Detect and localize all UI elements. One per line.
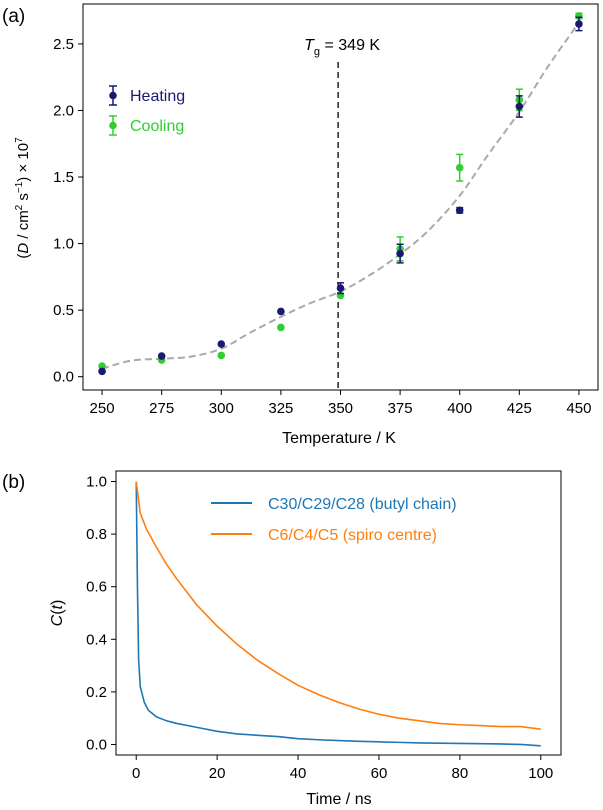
x-tick-label: 375 <box>388 400 413 417</box>
panel-a-x-axis-label: Temperature / K <box>282 430 396 447</box>
x-tick-label: 275 <box>149 400 174 417</box>
x-tick-label: 450 <box>566 400 591 417</box>
x-tick-label: 400 <box>447 400 472 417</box>
heating-point <box>515 102 524 111</box>
heating-point <box>157 352 166 360</box>
panel-a: (a) 0.0 0.5 1.0 1.5 2.0 2.5 250 275 300 325 350 37… <box>2 3 599 447</box>
y-tick-label: 2.5 <box>53 36 74 53</box>
panel-b-legend: C30/C29/C28 (butyl chain) C6/C4/C5 (spir… <box>211 496 457 544</box>
x-tick-label: 350 <box>328 400 353 417</box>
panel-b-label: (b) <box>2 472 25 493</box>
y-tick-label: 0.6 <box>86 579 107 596</box>
legend-heating-label: Heating <box>130 88 185 105</box>
legend-heating-marker <box>109 91 117 100</box>
heating-point <box>455 206 464 215</box>
heating-point <box>98 367 106 376</box>
heating-point <box>396 249 404 258</box>
panel-a-x-axis: 250 275 300 325 350 375 400 425 450 <box>90 390 591 417</box>
x-tick-label: 80 <box>452 765 469 782</box>
heating-point <box>217 340 226 348</box>
x-tick-label: 325 <box>268 400 293 417</box>
y-tick-label: 2.0 <box>53 102 74 119</box>
cooling-point <box>455 163 464 172</box>
x-tick-label: 425 <box>507 400 532 417</box>
y-tick-label: 0.2 <box>86 684 107 701</box>
y-tick-label: 0.8 <box>86 526 107 543</box>
x-tick-label: 250 <box>90 400 115 417</box>
spiro-centre-line <box>135 481 541 731</box>
butyl-chain-line <box>135 481 541 747</box>
y-tick-label: 0.0 <box>86 736 107 753</box>
x-tick-label: 0 <box>132 765 140 782</box>
legend-spiro-label: C6/C4/C5 (spiro centre) <box>268 527 437 544</box>
y-tick-label: 0.0 <box>53 369 74 386</box>
cooling-point <box>277 323 285 332</box>
x-tick-label: 300 <box>209 400 234 417</box>
x-tick-label: 60 <box>371 765 388 782</box>
y-tick-label: 1.0 <box>53 236 74 253</box>
x-tick-label: 40 <box>290 765 307 782</box>
panel-b-y-axis: 0.0 0.2 0.4 0.6 0.8 1.0 <box>86 474 116 753</box>
legend-cooling-label: Cooling <box>130 118 184 135</box>
x-tick-label: 20 <box>209 765 226 782</box>
panel-b: (b) 0.0 0.2 0.4 0.6 0.8 1.0 0 20 40 60 80 100 C30/… <box>2 470 562 808</box>
panel-a-y-axis-label: (D / cm2 s−1) × 107 <box>14 137 32 259</box>
y-tick-label: 1.5 <box>53 169 74 186</box>
y-tick-label: 1.0 <box>86 474 107 491</box>
fit-curve <box>101 22 580 370</box>
panel-a-plot-frame <box>82 3 599 391</box>
panel-b-y-axis-label: C(t) <box>49 600 66 627</box>
legend-butyl-label: C30/C29/C28 (butyl chain) <box>268 496 457 513</box>
cooling-point <box>217 351 226 360</box>
panel-b-x-axis: 0 20 40 60 80 100 <box>132 755 553 782</box>
heating-point <box>575 20 583 28</box>
panel-b-x-axis-label: Time / ns <box>306 791 371 808</box>
panel-a-legend: Heating Cooling <box>109 85 185 136</box>
tg-annotation-label: Tg = 349 K <box>304 37 380 58</box>
legend-cooling-marker <box>109 121 117 130</box>
y-tick-label: 0.5 <box>53 302 74 319</box>
heating-point <box>277 307 285 316</box>
panel-b-plot-frame <box>115 470 562 756</box>
x-tick-label: 100 <box>528 765 553 782</box>
y-tick-label: 0.4 <box>86 631 107 648</box>
panel-a-label: (a) <box>2 6 25 27</box>
panel-a-y-axis: 0.0 0.5 1.0 1.5 2.0 2.5 <box>53 36 83 386</box>
heating-point <box>336 284 345 292</box>
panel-a-series <box>98 12 583 376</box>
cooling-point <box>98 362 106 370</box>
panel-b-series <box>135 481 541 747</box>
